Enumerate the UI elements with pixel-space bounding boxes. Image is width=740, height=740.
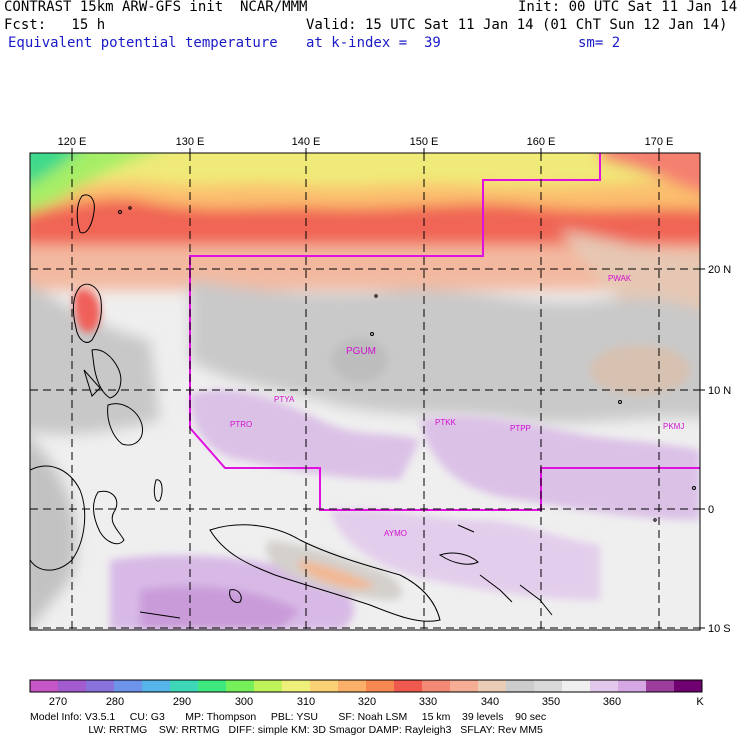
colorbar-label: 290 [173,696,191,708]
colorbar-swatch [646,680,675,692]
lon-label: 150 E [410,136,439,148]
coastline-taiwan [76,194,95,234]
model-info-line-2: LW: RRTMG SW: RRTMG DIFF: simple KM: 3D … [30,724,543,736]
colorbar-swatch [534,680,563,692]
colorbar-label: 360 [603,696,621,708]
coastline-new-britain [438,552,479,565]
station-label-ptkk: PTKK [435,418,457,427]
lon-label: 160 E [527,136,556,148]
station-label-aymo: AYMO [384,529,407,538]
station-label-pwak: PWAK [608,274,632,283]
coastline-aru [229,589,242,603]
colorbar-swatch [422,680,451,692]
colorbar-swatch [226,680,255,692]
axis-ticks [71,148,705,629]
coastline-solomons-1 [479,574,513,603]
lon-label: 130 E [176,136,205,148]
header-smoothing: sm= 2 [578,35,621,51]
coastline-borneo [30,465,86,571]
colorbar-swatch [450,680,479,692]
colorbar-swatch [114,680,143,692]
lon-label: 140 E [292,136,321,148]
colorbar-swatch [170,680,199,692]
colorbar-swatch [142,680,171,692]
colorbar-swatch [86,680,115,692]
colorbar-swatch [30,680,59,692]
colorbar-label: 320 [358,696,376,708]
lat-label: 10 S [708,623,731,635]
lon-label: 170 E [645,136,674,148]
colorbar-label: 340 [481,696,499,708]
lat-labels: 20 N 10 N 0 10 S [708,264,731,635]
header-valid-time: Valid: 15 UTC Sat 11 Jan 14 (01 ChT Sun … [306,17,728,33]
colorbar-labels: 270 280 290 300 310 320 330 340 350 360 … [49,696,705,708]
colorbar-swatch [590,680,619,692]
colorbar-swatch [254,680,283,692]
colorbar-swatch [562,680,591,692]
coastline-new-guinea [209,524,441,622]
station-label-pgum: PGUM [346,346,376,357]
colorbar-swatch [674,680,703,692]
station-label-ptya: PTYA [274,395,295,404]
coastline-mindanao [107,403,143,446]
colorbar-swatch [58,680,87,692]
lat-label: 10 N [708,385,731,397]
lon-labels: 120 E 130 E 140 E 150 E 160 E 170 E [58,136,674,148]
station-label-ptpp: PTPP [510,424,531,433]
coastline-luzon [72,283,102,343]
colorbar-label: K [696,696,704,708]
colorbar-swatch [310,680,339,692]
colorbar-label: 330 [419,696,437,708]
coastlines [30,194,696,622]
coastline-timor [139,611,181,619]
colorbar-swatch [394,680,423,692]
header-init-time: Init: 00 UTC Sat 11 Jan 14 [518,0,738,15]
coastline-solomons-2 [519,584,553,616]
colorbar-frame [29,679,703,693]
header-title: CONTRAST 15km ARW-GFS init NCAR/MMM [4,0,308,15]
colorbar-swatch [366,680,395,692]
header-forecast-hour: Fcst: 15 h [4,17,106,33]
colorbar-swatch [198,680,227,692]
lat-label: 20 N [708,264,731,276]
coastline-new-ireland [457,524,475,533]
lat-label: 0 [708,504,714,516]
colorbar-label: 270 [49,696,67,708]
station-labels: PWAK PGUM PTYA PTRO PTKK PTPP PKMJ AYMO [230,274,684,538]
coastline-halmahera [153,479,163,502]
colorbar-swatch [478,680,507,692]
colorbar-swatch [618,680,647,692]
colorbar-label: 280 [106,696,124,708]
lat-lon-grid [30,153,700,630]
coastline-island [83,369,101,397]
coastline-visayas [91,349,122,399]
coastline-sulawesi [93,490,125,545]
map-frame [29,152,701,631]
colorbar-label: 300 [235,696,253,708]
colorbar-swatch [282,680,311,692]
station-label-pkmj: PKMJ [663,422,684,431]
lon-label: 120 E [58,136,87,148]
region-boundary-line [189,153,700,511]
colorbar-swatch [338,680,367,692]
model-info-line-1: Model Info: V3.5.1 CU: G3 MP: Thompson P… [30,711,547,723]
colorbar-label: 350 [542,696,560,708]
station-label-ptro: PTRO [230,420,252,429]
colorbar-label: 310 [297,696,315,708]
colorbar [30,680,703,692]
header-level: at k-index = 39 [306,35,441,51]
header-field-name: Equivalent potential temperature [8,35,278,51]
colorbar-swatch [506,680,535,692]
